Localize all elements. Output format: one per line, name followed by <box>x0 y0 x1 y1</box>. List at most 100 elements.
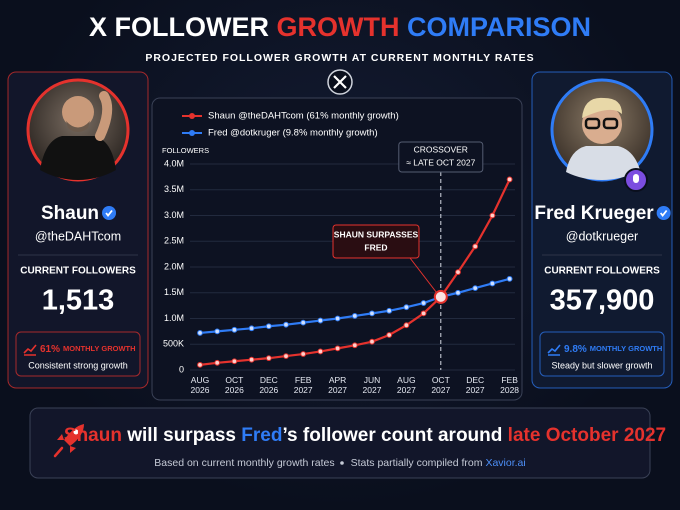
data-point <box>231 358 238 365</box>
data-point <box>420 310 427 317</box>
crossover-box <box>398 141 484 173</box>
headline: Shaun will surpass Fred’s follower count… <box>64 425 666 446</box>
data-point <box>283 321 289 328</box>
followers-count: 1,513 <box>42 285 115 317</box>
crossover-label: ≈ LATE OCT 2027 <box>406 157 475 167</box>
legend-marker <box>189 113 195 119</box>
followers-label: CURRENT FOLLOWERS <box>544 266 660 277</box>
data-point <box>231 326 238 333</box>
y-tick-label: 2.0M <box>164 261 184 271</box>
photo <box>550 78 654 192</box>
data-point <box>403 304 410 311</box>
growth-note: Steady but slower growth <box>551 360 652 370</box>
data-point <box>300 351 307 357</box>
data-point <box>248 356 255 363</box>
x-tick-label: DEC 2026 <box>259 375 279 395</box>
data-point <box>351 342 358 349</box>
growth-rate: 61% <box>40 344 60 355</box>
y-axis-label: FOLLOWERS <box>162 146 209 155</box>
title-part: X FOLLOWER <box>89 12 269 42</box>
data-point <box>265 355 272 362</box>
growth-label: MONTHLY GROWTH <box>63 344 136 353</box>
followers-label: CURRENT FOLLOWERS <box>20 266 136 277</box>
data-point <box>455 269 461 276</box>
x-tick-label: OCT 2027 <box>431 375 451 395</box>
data-point <box>506 176 513 183</box>
data-point <box>214 359 221 366</box>
x-tick-label: FEB 2028 <box>500 375 520 395</box>
data-point <box>300 319 307 326</box>
growth: 61% MONTHLY GROWTH <box>40 344 136 355</box>
data-point <box>248 325 255 332</box>
footnote-part: Stats partially compiled from <box>351 457 483 469</box>
data-point <box>265 323 272 330</box>
data-point <box>386 307 393 314</box>
footnote-part: Based on current monthly growth rates <box>154 457 334 469</box>
verified-check <box>105 209 113 217</box>
data-point <box>506 275 513 282</box>
growth-label: MONTHLY GROWTH <box>590 344 663 353</box>
y-tick-label: 2.5M <box>164 236 184 246</box>
separator-dot <box>340 461 344 465</box>
footnote: Based on current monthly growth rates Sta… <box>154 457 525 469</box>
y-tick-label: 3.5M <box>164 184 184 194</box>
y-tick-label: 4.0M <box>164 158 184 168</box>
data-point <box>489 212 496 219</box>
callout-label: SHAUN SURPASSES <box>334 229 419 239</box>
y-tick-label: 3.0M <box>164 210 184 220</box>
data-point <box>420 300 427 306</box>
rocket-icon <box>53 424 84 458</box>
growth: 9.8% MONTHLY GROWTH <box>564 344 662 355</box>
title-part: GROWTH <box>276 12 399 42</box>
data-point <box>334 315 341 322</box>
data-point <box>369 338 375 345</box>
data-point <box>455 289 461 296</box>
profile-name: Shaun <box>41 203 99 224</box>
x-tick-label: FEB 2027 <box>293 375 313 395</box>
data-point <box>283 353 289 359</box>
x-tick-label: JUN 2027 <box>362 375 382 395</box>
footnote-part: Xavior.ai <box>485 457 525 469</box>
growth-note: Consistent strong growth <box>28 360 128 370</box>
y-tick-label: 0 <box>179 364 184 374</box>
growth-box <box>15 331 141 377</box>
headline-part: will surpass <box>122 425 241 446</box>
x-logo <box>327 69 353 95</box>
x-tick-label: AUG 2027 <box>396 375 416 395</box>
data-point <box>472 243 479 250</box>
subtitle: PROJECTED FOLLOWER GROWTH AT CURRENT MON… <box>145 52 534 64</box>
crossover-label: CROSSOVER <box>414 144 468 154</box>
headline-part: late October 2027 <box>508 425 666 446</box>
banner <box>29 407 651 479</box>
data-point <box>197 330 203 336</box>
headline-part: Fred <box>241 425 282 446</box>
profile-handle: @dotkrueger <box>566 229 638 243</box>
data-point <box>214 328 221 335</box>
headline-part: ’s follower count around <box>282 425 507 446</box>
growth-rate: 9.8% <box>564 344 587 355</box>
legend-label: Fred @dotkruger (9.8% monthly growth) <box>208 128 378 139</box>
growth-icon <box>547 344 561 356</box>
profile-handle: @theDAHTcom <box>35 229 121 243</box>
photo <box>26 78 130 182</box>
profile-name: Fred Krueger <box>534 203 654 224</box>
verified-check <box>659 209 668 217</box>
x-tick-label: APR 2027 <box>328 375 348 395</box>
callout-box <box>332 224 420 259</box>
callout-line <box>409 257 438 294</box>
data-point <box>472 285 479 292</box>
headline-part: Shaun <box>64 425 122 446</box>
growth-box <box>539 331 665 377</box>
x-tick-label: DEC 2027 <box>465 375 485 395</box>
legend-marker <box>189 130 195 136</box>
data-point <box>317 348 324 355</box>
data-point <box>334 345 341 352</box>
data-point <box>197 361 203 368</box>
title-part: COMPARISON <box>407 12 591 42</box>
title: X FOLLOWER GROWTH COMPARISON <box>89 12 591 42</box>
x-tick-label: AUG 2026 <box>190 375 210 395</box>
callout-label: FRED <box>364 242 387 252</box>
legend-label: Shaun @theDAHTcom (61% monthly growth) <box>208 111 399 122</box>
